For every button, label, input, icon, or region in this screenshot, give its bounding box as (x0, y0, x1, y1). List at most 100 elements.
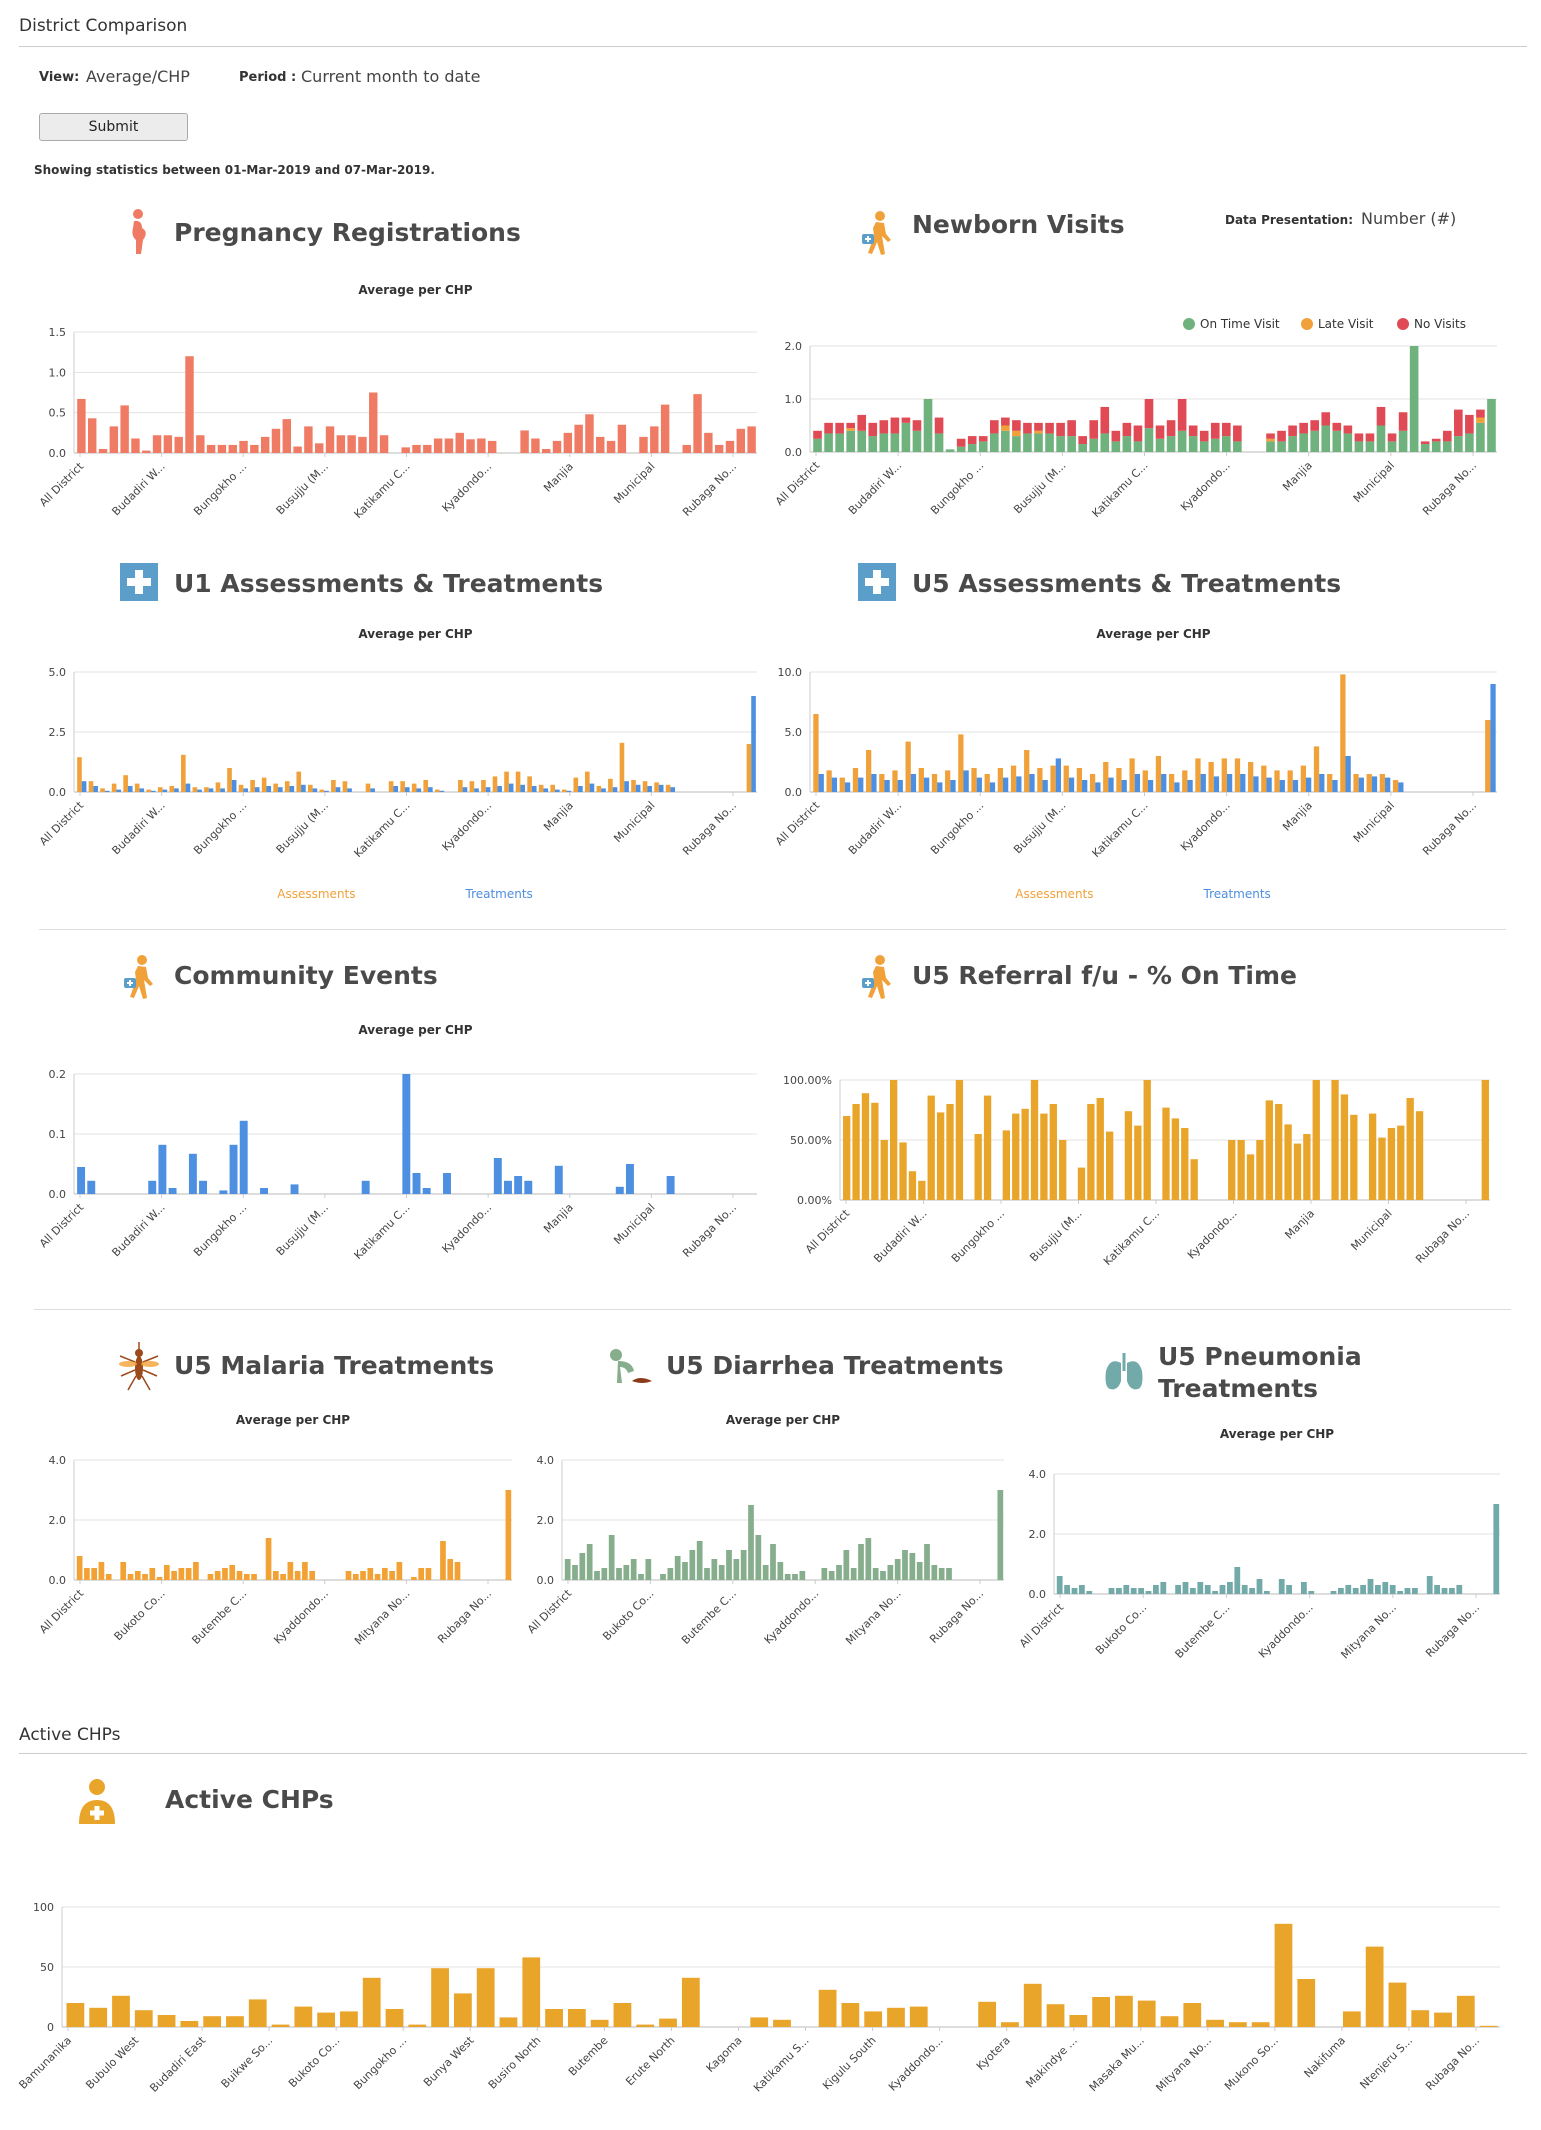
bar-treatments (1213, 776, 1220, 792)
bar-segment (1310, 430, 1320, 452)
bar (918, 1180, 926, 1200)
x-tick-label: All District (773, 798, 823, 848)
y-tick-label: 0.0 (49, 1188, 67, 1201)
bar (1204, 1585, 1211, 1594)
bar (408, 2024, 427, 2027)
chart-title-referral: U5 Referral f/u - % On Time (912, 961, 1297, 990)
data-presentation-select[interactable]: Number (#) (1361, 209, 1457, 228)
bar-assessments (1340, 674, 1346, 792)
bar-treatments (1161, 774, 1167, 792)
submit-button[interactable]: Submit (39, 113, 188, 141)
bar (889, 1080, 898, 1200)
bar (1352, 1588, 1359, 1594)
bar (401, 447, 410, 453)
bar (265, 1538, 272, 1580)
bar-segment (1133, 425, 1143, 442)
bar-assessments (481, 780, 486, 792)
bar-treatments (93, 786, 98, 792)
bar (1249, 1588, 1255, 1594)
bar-treatments (1134, 774, 1141, 792)
x-tick-label: Buikwe So... (219, 2034, 276, 2091)
bar (120, 405, 129, 453)
bar-segment (1409, 346, 1419, 452)
bar-segment (1398, 430, 1408, 452)
chart-title-pneumonia: U5 Pneumonia Treatments (1158, 1342, 1362, 1403)
bar (1368, 1113, 1377, 1200)
bar-assessments (215, 782, 221, 792)
bar-treatments (1279, 780, 1285, 792)
x-tick-label: Kyadondo... (440, 799, 495, 854)
bar (466, 439, 475, 453)
bar (770, 1544, 776, 1580)
chart-newborn-visits: 0.0 1.0 2.0 All District Budadiri W... Bungok… (773, 317, 1497, 520)
bar (1479, 2025, 1498, 2027)
bar-assessments (296, 771, 302, 792)
period-select[interactable]: Current month to date (301, 67, 481, 86)
x-tick-label: All District (803, 1206, 853, 1256)
bar (272, 1571, 279, 1580)
bar (309, 1571, 316, 1580)
bar (361, 1180, 370, 1194)
bar (666, 1176, 675, 1194)
bar (345, 1571, 352, 1580)
bar-treatments (1147, 780, 1154, 792)
bar (131, 438, 140, 453)
bar (1197, 1582, 1204, 1594)
bar (347, 435, 356, 453)
bar-segment (934, 417, 944, 434)
health-worker-walking-icon (862, 211, 891, 255)
bar-assessments (100, 788, 105, 792)
bar (294, 1571, 301, 1580)
bar (1411, 2010, 1430, 2027)
bar-segment (1454, 409, 1463, 437)
bar-assessments (134, 783, 140, 792)
bar (239, 1120, 248, 1194)
bar-treatments (1121, 780, 1127, 792)
pregnant-woman-icon (132, 209, 146, 254)
bar (1219, 1585, 1226, 1594)
bar (1406, 1098, 1414, 1200)
bar-treatments (897, 780, 903, 792)
bar-segment (1310, 420, 1320, 431)
x-tick-label: Municipal (1351, 459, 1397, 505)
bar (505, 1490, 512, 1580)
bar (821, 1568, 828, 1580)
bar-treatments (185, 783, 191, 792)
bar-assessments (1155, 756, 1162, 792)
bar (681, 1977, 700, 2027)
bar-segment (868, 436, 878, 452)
x-tick-label: Erute North (623, 2034, 677, 2088)
bar (828, 1571, 835, 1580)
bar-segment (1376, 406, 1386, 426)
bar-segment (879, 433, 889, 452)
bar (493, 1158, 502, 1194)
view-select[interactable]: Average/CHP (86, 67, 190, 86)
bar-assessments (1366, 774, 1372, 792)
bar (843, 1550, 850, 1580)
bar-segment (1188, 436, 1198, 452)
bar-segment (846, 422, 855, 429)
bar (1284, 1124, 1292, 1200)
bar (1345, 1585, 1352, 1594)
bar-assessments (665, 784, 671, 792)
bar (168, 1188, 177, 1194)
y-tick-label: 0.0 (1029, 1588, 1047, 1601)
bar (887, 2007, 905, 2027)
bar (762, 1565, 769, 1580)
bar (412, 1173, 421, 1194)
bar (1023, 1983, 1042, 2027)
bar (314, 443, 324, 453)
bar-assessments (984, 774, 990, 792)
bar-assessments (192, 787, 198, 792)
bar (1338, 1588, 1344, 1594)
bar-treatments (1200, 774, 1206, 792)
bar (248, 1999, 267, 2027)
bar-treatments (989, 782, 996, 792)
bar (193, 1562, 199, 1580)
bar-treatments (197, 789, 202, 792)
bar-treatments (884, 780, 890, 792)
bar (531, 438, 540, 453)
bar-treatments (950, 780, 956, 792)
x-tick-label: Rubaga No... (1413, 1207, 1472, 1266)
bar (682, 444, 691, 453)
